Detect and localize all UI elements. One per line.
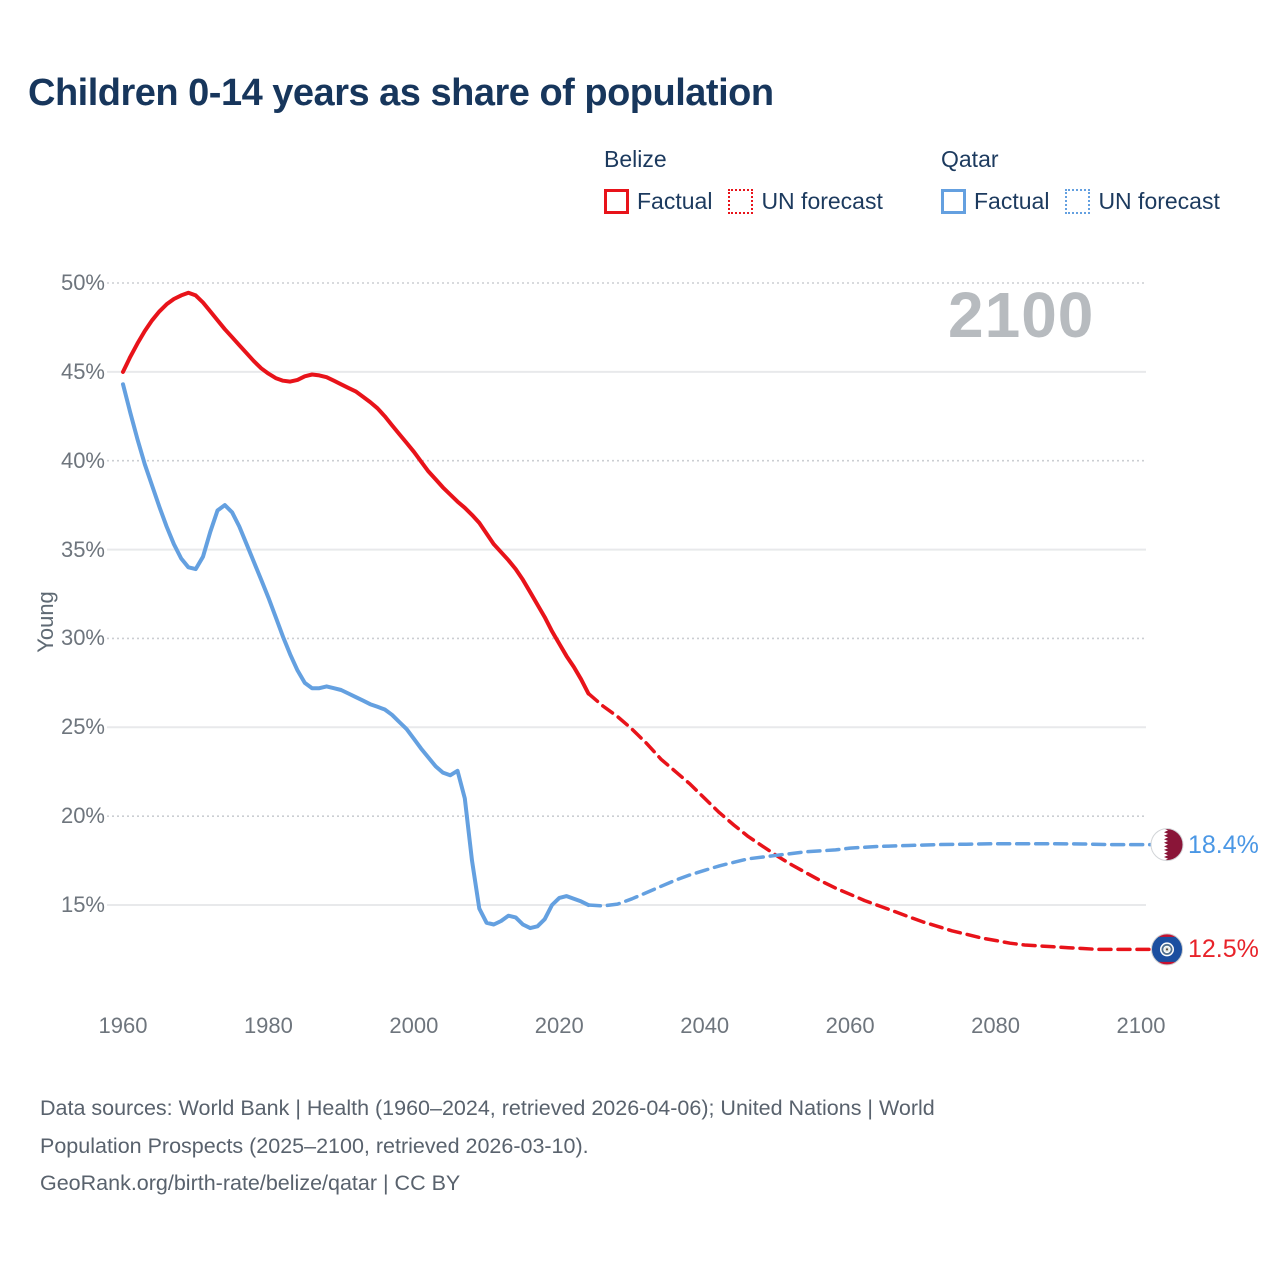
watermark-year: 2100	[948, 279, 1095, 351]
x-tick-label: 2040	[680, 1013, 730, 1038]
legend-item-label: UN forecast	[1098, 188, 1220, 214]
gridlines	[107, 282, 1146, 906]
x-tick-label: 2000	[389, 1013, 439, 1038]
legend-group-name: Belize	[604, 146, 667, 172]
legend-item-belize-forecast[interactable]: UN forecast	[728, 188, 883, 215]
x-tick-label: 1960	[98, 1013, 148, 1038]
series-lines	[121, 290, 1153, 952]
qatar-flag-icon	[1150, 828, 1184, 862]
qatar-end-value-label: 18.4%	[1188, 830, 1259, 859]
y-tick-label: 15%	[60, 892, 105, 917]
legend-item-belize-factual[interactable]: Factual	[604, 188, 712, 215]
x-tick-label: 2060	[825, 1013, 875, 1038]
y-tick-label: 40%	[60, 447, 105, 473]
belize-end-value-label: 12.5%	[1188, 935, 1259, 964]
y-tick-label: 35%	[60, 536, 105, 562]
legend-item-qatar-forecast[interactable]: UN forecast	[1065, 188, 1220, 215]
x-tick-label: 2080	[971, 1013, 1021, 1038]
legend-group-belize: Belize Factual UN forecast	[604, 146, 883, 215]
source-attribution: Data sources: World Bank | Health (1960–…	[40, 1090, 1170, 1203]
y-tick-label: 50%	[60, 270, 105, 295]
y-tick-label: 30%	[60, 625, 105, 651]
legend-item-label: Factual	[974, 188, 1050, 214]
belize-factual-swatch-icon	[604, 189, 629, 214]
qatar-forecast-swatch-icon	[1065, 189, 1091, 214]
legend-item-qatar-factual[interactable]: Factual	[941, 188, 1049, 215]
legend-group-qatar: Qatar Factual UN forecast	[941, 146, 1220, 215]
y-tick-label: 45%	[60, 358, 105, 384]
x-tick-label: 2100	[1116, 1013, 1166, 1038]
legend-group-name: Qatar	[941, 146, 999, 172]
source-line-1: Data sources: World Bank | Health (1960–…	[40, 1096, 935, 1120]
belize-forecast-line	[586, 691, 1153, 952]
page-title: Children 0-14 years as share of populati…	[28, 72, 774, 114]
source-link-line[interactable]: GeoRank.org/birth-rate/belize/qatar | CC…	[40, 1171, 461, 1195]
legend-item-label: UN forecast	[761, 188, 883, 214]
qatar-factual-swatch-icon	[941, 189, 966, 214]
source-line-2: Population Prospects (2025–2100, retriev…	[40, 1133, 589, 1158]
legend-item-label: Factual	[637, 188, 713, 214]
y-tick-label: 25%	[60, 714, 105, 740]
x-tick-label: 2020	[534, 1013, 584, 1038]
qatar-forecast-line	[586, 841, 1153, 908]
belize-flag-icon	[1151, 933, 1183, 966]
y-tick-label: 20%	[60, 803, 105, 829]
belize-factual-line	[121, 290, 591, 696]
qatar-factual-line	[121, 382, 591, 931]
x-tick-label: 1980	[243, 1013, 293, 1038]
belize-forecast-swatch-icon	[728, 189, 754, 214]
